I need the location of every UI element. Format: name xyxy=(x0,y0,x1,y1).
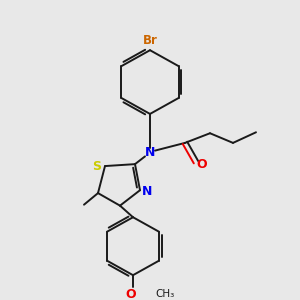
Text: CH₃: CH₃ xyxy=(155,290,174,299)
Text: Br: Br xyxy=(142,34,158,47)
Text: N: N xyxy=(142,185,152,198)
Text: O: O xyxy=(126,288,136,300)
Text: S: S xyxy=(92,160,101,172)
Text: N: N xyxy=(145,146,155,159)
Text: O: O xyxy=(197,158,207,171)
